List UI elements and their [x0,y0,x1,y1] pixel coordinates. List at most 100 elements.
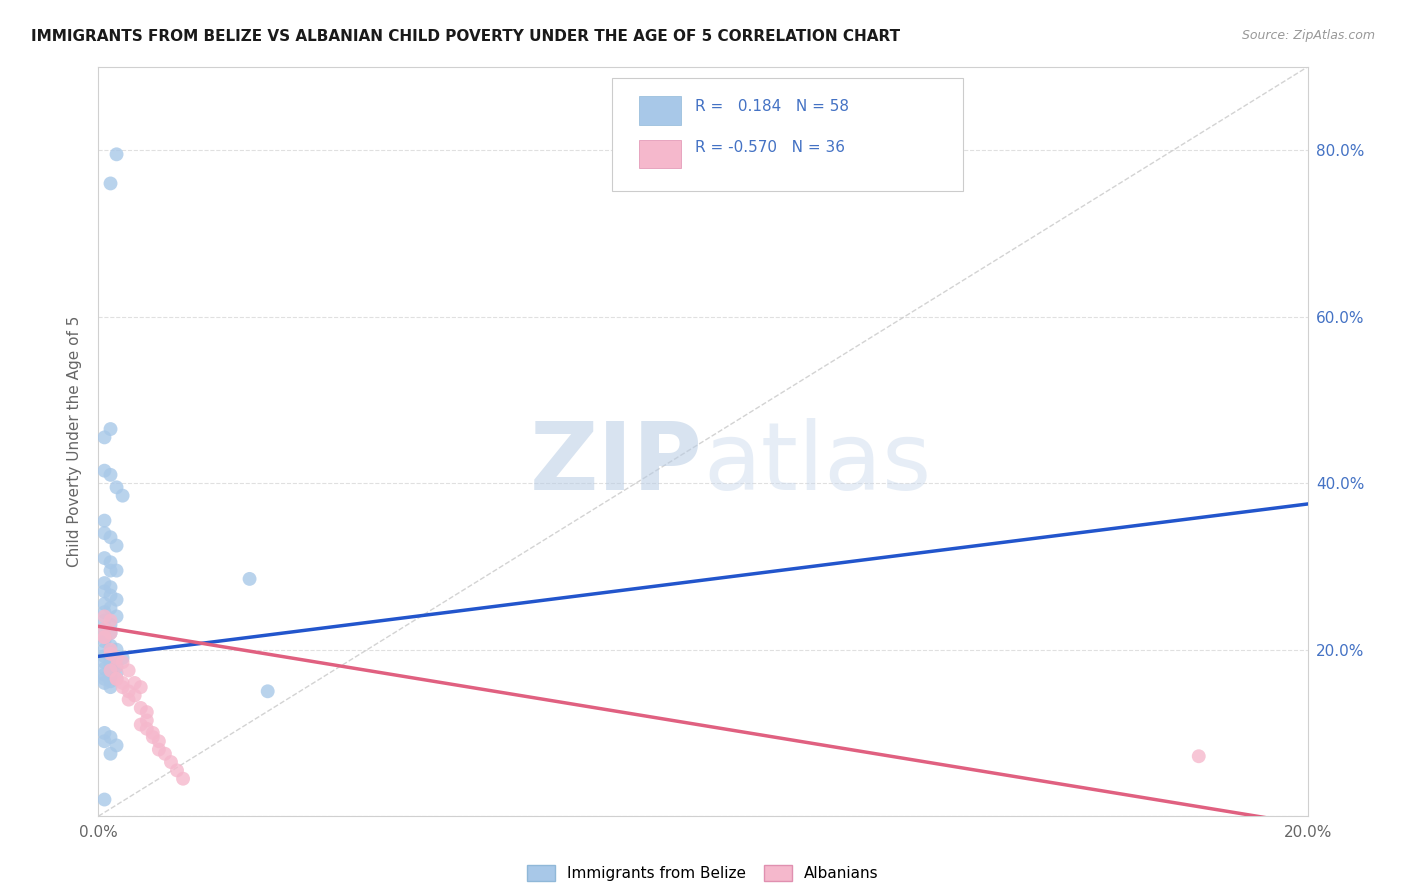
Point [100,614,122,628]
Point [105,147,128,161]
Point [93,662,115,676]
Point [100,626,122,640]
Point [93,672,115,686]
Point [105,665,128,680]
Point [93,634,115,648]
Point [111,680,134,694]
Point [93,464,115,478]
Text: ZIP: ZIP [530,418,703,510]
Point [100,589,122,603]
Text: atlas: atlas [703,418,931,510]
Point [105,564,128,578]
Point [93,649,115,664]
Point [111,489,134,503]
Point [118,692,141,706]
Point [93,726,115,740]
Point [93,792,115,806]
Point [100,467,122,482]
Point [124,676,146,690]
Point [135,714,157,728]
Point [93,734,115,748]
Point [105,659,128,673]
Point [93,676,115,690]
Point [100,422,122,436]
Point [166,764,188,778]
Point [105,592,128,607]
Point [100,669,122,683]
Point [118,664,141,678]
Point [93,514,115,528]
Point [105,651,128,665]
Point [100,680,122,694]
Point [105,642,128,657]
Point [100,664,122,678]
Point [93,584,115,599]
Point [100,555,122,569]
Point [100,639,122,653]
Point [105,659,128,673]
Point [100,647,122,661]
Point [93,609,115,624]
Point [135,705,157,719]
Text: Source: ZipAtlas.com: Source: ZipAtlas.com [1241,29,1375,42]
Point [100,653,122,667]
Point [93,551,115,566]
Point [93,576,115,591]
Point [142,726,165,740]
Point [105,672,128,686]
Point [93,667,115,681]
FancyBboxPatch shape [613,78,963,191]
Point [100,564,122,578]
Point [124,689,146,703]
Point [105,480,128,494]
Legend: Immigrants from Belize, Albanians: Immigrants from Belize, Albanians [522,859,884,888]
Point [93,642,115,657]
Point [111,651,134,665]
Point [256,684,278,698]
Point [93,597,115,611]
Point [105,539,128,553]
Point [100,747,122,761]
Text: IMMIGRANTS FROM BELIZE VS ALBANIAN CHILD POVERTY UNDER THE AGE OF 5 CORRELATION : IMMIGRANTS FROM BELIZE VS ALBANIAN CHILD… [31,29,900,44]
Point [105,672,128,686]
Point [1188,749,1211,764]
Point [100,642,122,657]
Point [100,626,122,640]
Point [93,622,115,636]
Point [172,772,194,786]
Text: R = -0.570   N = 36: R = -0.570 N = 36 [695,140,845,155]
Point [100,647,122,661]
Point [129,701,152,715]
Point [148,734,170,748]
Point [93,614,115,628]
Point [93,622,115,636]
Point [93,630,115,644]
Text: R =   0.184   N = 58: R = 0.184 N = 58 [695,99,849,114]
Point [100,664,122,678]
Point [105,739,128,753]
Point [153,747,176,761]
Point [100,177,122,191]
Point [129,717,152,731]
Point [100,601,122,615]
Point [100,657,122,671]
Point [142,730,165,744]
Point [93,430,115,444]
Point [111,676,134,690]
Point [93,630,115,644]
Point [93,526,115,541]
Point [93,605,115,619]
Y-axis label: Child Poverty Under the Age of 5: Child Poverty Under the Age of 5 [67,316,83,567]
Point [93,630,115,644]
Point [105,609,128,624]
Point [100,730,122,744]
Point [93,655,115,669]
Point [100,617,122,632]
Point [118,684,141,698]
Point [100,674,122,689]
Point [100,580,122,594]
Point [111,655,134,669]
Point [100,530,122,544]
Point [135,722,157,736]
Point [239,572,262,586]
